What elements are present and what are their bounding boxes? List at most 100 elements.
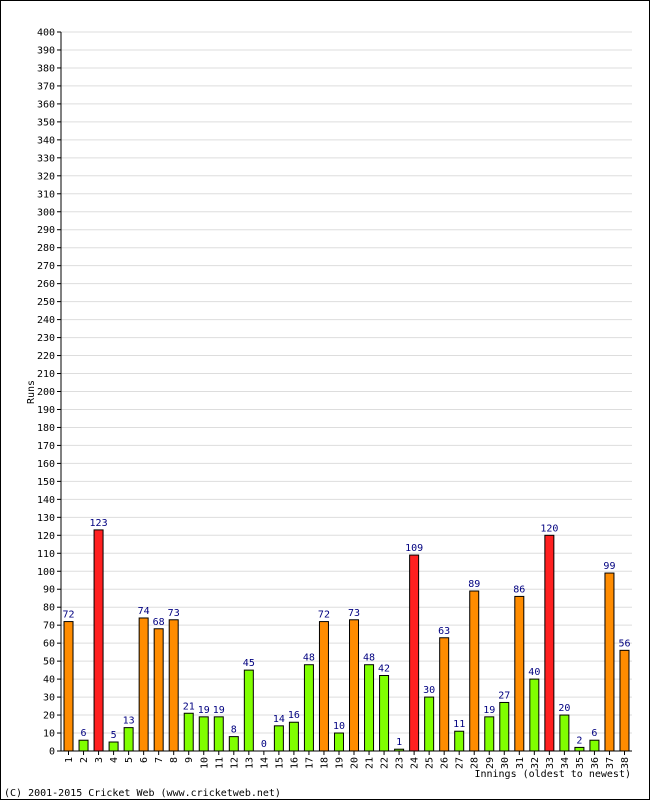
value-label: 63 — [438, 626, 450, 637]
value-label: 30 — [423, 685, 435, 696]
value-label: 56 — [618, 638, 630, 649]
bar — [529, 678, 540, 752]
x-tick-label: 25 — [425, 757, 436, 769]
bar — [484, 716, 495, 752]
x-tick-label: 23 — [395, 757, 406, 769]
y-tick-label: 220 — [37, 351, 55, 362]
value-label: 40 — [528, 667, 540, 678]
y-tick-label: 300 — [37, 207, 55, 218]
x-tick-label: 21 — [365, 757, 376, 769]
x-tick-label: 33 — [545, 757, 556, 769]
y-axis-label: Runs — [26, 380, 37, 404]
y-tick-label: 370 — [37, 81, 55, 92]
value-label: 72 — [318, 610, 330, 621]
bar — [333, 732, 344, 752]
value-label: 2 — [576, 735, 582, 746]
x-axis-label: Innings (oldest to newest) — [474, 769, 631, 780]
value-label: 123 — [90, 518, 108, 529]
x-tick-label: 16 — [289, 757, 300, 769]
bar — [168, 619, 179, 752]
x-tick-label: 17 — [304, 757, 315, 769]
y-tick-label: 240 — [37, 315, 55, 326]
bar — [469, 590, 480, 752]
bar — [439, 637, 450, 752]
y-tick-label: 340 — [37, 135, 55, 146]
y-tick-label: 30 — [43, 693, 55, 704]
y-tick-label: 310 — [37, 189, 55, 200]
x-tick-label: 28 — [470, 757, 481, 769]
value-label: 19 — [483, 705, 495, 716]
y-tick-label: 250 — [37, 297, 55, 308]
value-label: 99 — [603, 561, 615, 572]
value-label: 73 — [348, 608, 360, 619]
value-label: 73 — [168, 608, 180, 619]
bar — [559, 714, 570, 752]
x-tick-label: 7 — [154, 757, 165, 763]
x-tick-label: 4 — [109, 757, 120, 763]
bar — [63, 621, 74, 752]
y-tick-label: 50 — [43, 657, 55, 668]
grid-lines — [57, 31, 632, 752]
bar — [604, 572, 615, 752]
y-tick-label: 110 — [37, 549, 55, 560]
y-tick-label: 400 — [37, 28, 55, 39]
x-tick-label: 20 — [350, 757, 361, 769]
value-label: 89 — [468, 579, 480, 590]
x-tick-label: 10 — [199, 757, 210, 769]
y-tick-label: 90 — [43, 585, 55, 596]
value-label: 42 — [378, 664, 390, 675]
y-tick-label: 40 — [43, 675, 55, 686]
x-tick-label: 11 — [214, 757, 225, 769]
bar — [78, 739, 89, 752]
x-tick-label: 27 — [455, 757, 466, 769]
value-label: 14 — [273, 714, 285, 725]
bar — [349, 619, 360, 752]
y-tick-labels: 0 10 20 30 40 50 60 70 80 90 100 110 120 130 140 150 160… — [37, 28, 55, 758]
bar — [303, 664, 314, 752]
value-label: 16 — [288, 710, 300, 721]
y-tick-label: 70 — [43, 621, 55, 632]
y-tick-label: 270 — [37, 261, 55, 272]
y-tick-label: 330 — [37, 153, 55, 164]
value-label: 21 — [183, 701, 195, 712]
y-tick-label: 100 — [37, 567, 55, 578]
y-tick-label: 230 — [37, 333, 55, 344]
bar — [454, 730, 465, 752]
bar — [153, 628, 164, 752]
y-tick-label: 380 — [37, 63, 55, 74]
x-tick-label: 34 — [560, 757, 571, 769]
x-tick-label: 32 — [530, 757, 541, 769]
value-label: 120 — [540, 523, 558, 534]
bar — [499, 701, 510, 752]
x-tick-labels: 1 2 3 4 5 6 7 8 9 10 11 12 13 14 15 16 17 18 19 20 21 22 23 24 2… — [64, 751, 631, 769]
x-tick-label: 6 — [139, 757, 150, 763]
y-tick-label: 390 — [37, 45, 55, 56]
value-label: 72 — [62, 610, 74, 621]
bar — [409, 554, 420, 752]
bar — [213, 716, 224, 752]
bar — [364, 664, 375, 752]
y-tick-label: 10 — [43, 729, 55, 740]
x-tick-label: 29 — [485, 757, 496, 769]
y-tick-label: 210 — [37, 369, 55, 380]
copyright-text: (C) 2001-2015 Cricket Web (www.cricketwe… — [4, 788, 281, 799]
value-label: 6 — [591, 728, 597, 739]
bar — [318, 621, 329, 752]
x-tick-label: 22 — [380, 757, 391, 769]
x-tick-label: 2 — [79, 757, 90, 763]
bar — [379, 675, 390, 752]
value-label: 68 — [153, 617, 165, 628]
y-tick-label: 180 — [37, 423, 55, 434]
bar — [544, 534, 555, 752]
bar — [123, 727, 134, 752]
bar — [424, 696, 435, 752]
value-label: 1 — [396, 737, 402, 748]
x-tick-label: 14 — [259, 757, 270, 769]
value-label: 48 — [303, 653, 315, 664]
y-tick-label: 0 — [49, 747, 55, 758]
value-label: 10 — [333, 721, 345, 732]
x-tick-label: 31 — [515, 757, 526, 769]
y-tick-label: 260 — [37, 279, 55, 290]
